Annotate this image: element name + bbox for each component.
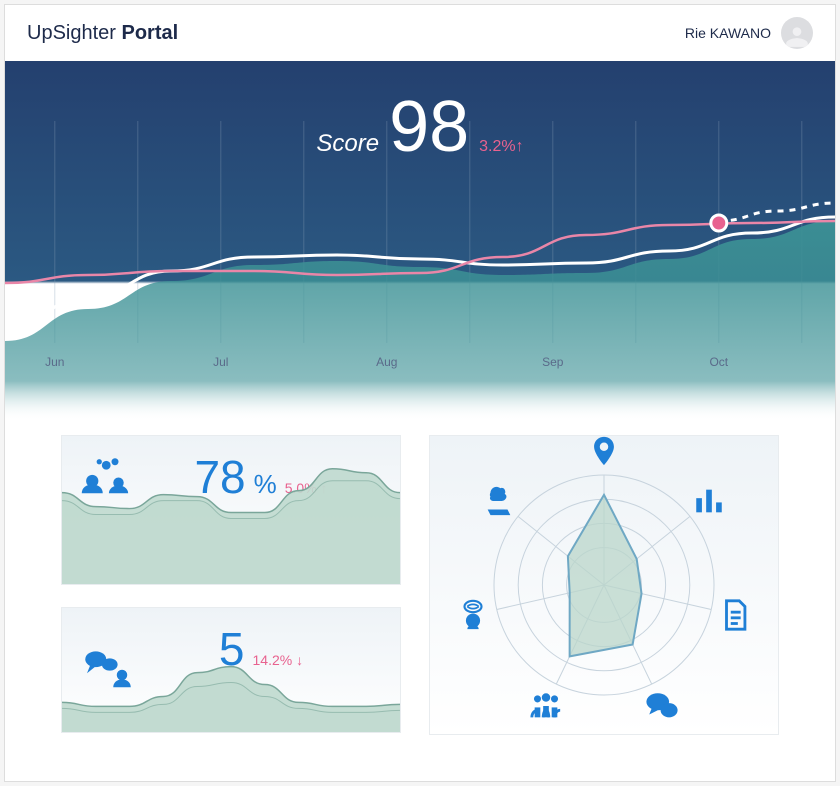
radar-wrap bbox=[454, 435, 754, 735]
dashboard-frame: UpSighter Portal Rie KAWANO Score 98 bbox=[4, 4, 836, 782]
score-value: 98 bbox=[389, 91, 469, 163]
month-label: Jun bbox=[45, 355, 64, 369]
brand-prefix: UpSighter bbox=[27, 22, 116, 44]
user-name: Rie KAWANO bbox=[685, 25, 771, 41]
score-line: Score 98 3.2%↑ bbox=[5, 91, 835, 163]
document-icon bbox=[718, 598, 752, 632]
avatar[interactable] bbox=[781, 17, 813, 49]
score-delta-value: 3.2% bbox=[479, 138, 515, 155]
month-label: Aug bbox=[376, 355, 397, 369]
month-label: Jul bbox=[213, 355, 228, 369]
card-engagement[interactable]: 78% 5.0% ↑ bbox=[61, 435, 401, 585]
user-area[interactable]: Rie KAWANO bbox=[685, 17, 813, 49]
month-label: Sep bbox=[542, 355, 563, 369]
avatar-icon bbox=[784, 23, 810, 49]
radar-svg bbox=[454, 435, 754, 735]
thought-hand-icon bbox=[482, 484, 516, 518]
brand: UpSighter Portal bbox=[27, 22, 178, 45]
people-icon bbox=[529, 689, 563, 723]
card-conversations[interactable]: 5 14.2% ↓ bbox=[61, 607, 401, 733]
card-radar[interactable] bbox=[429, 435, 779, 735]
confused-icon bbox=[456, 598, 490, 632]
month-labels: Jun Jul Aug Sep Oct bbox=[5, 355, 835, 375]
month-label: Oct bbox=[709, 355, 728, 369]
score-delta: 3.2%↑ bbox=[479, 138, 523, 156]
pin-icon bbox=[587, 434, 621, 468]
cards-row: 78% 5.0% ↑ 5 14.2% ↓ bbox=[5, 435, 835, 781]
left-column: 78% 5.0% ↑ 5 14.2% ↓ bbox=[61, 435, 401, 781]
brand-suffix: Portal bbox=[122, 22, 179, 44]
card-b-sparkline bbox=[62, 607, 400, 732]
hero-chart: Score 98 3.2%↑ Jun Jul Aug Sep Oct bbox=[5, 61, 835, 421]
arrow-up-icon: ↑ bbox=[516, 138, 524, 155]
card-a-sparkline bbox=[62, 435, 400, 584]
chat-icon bbox=[645, 689, 679, 723]
score-label: Score bbox=[316, 130, 379, 158]
header: UpSighter Portal Rie KAWANO bbox=[5, 5, 835, 61]
bars-icon bbox=[692, 484, 726, 518]
